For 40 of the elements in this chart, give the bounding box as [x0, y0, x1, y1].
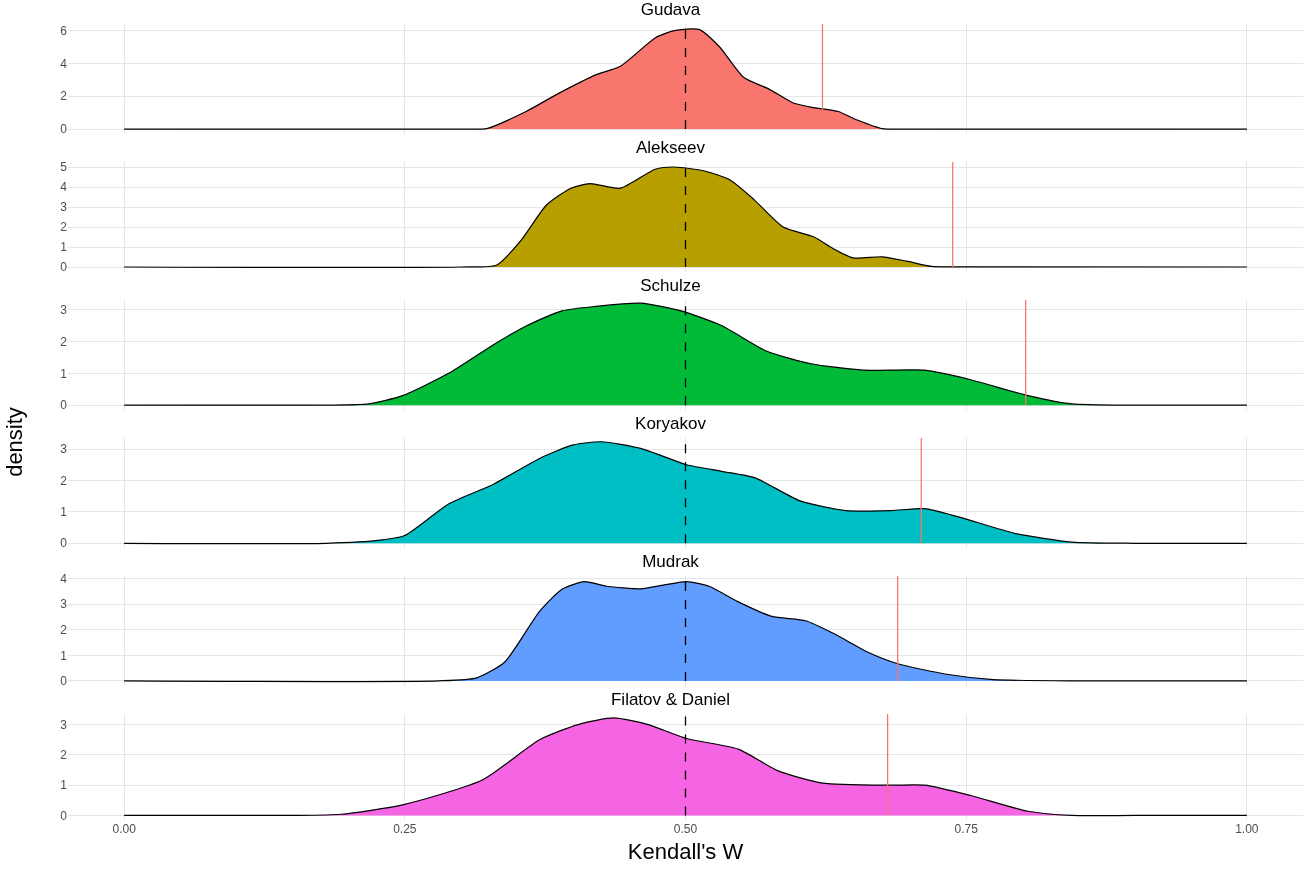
y-tick-label: 3: [60, 302, 68, 317]
y-tick-label: 1: [60, 648, 68, 663]
x-axis-title: Kendall's W: [627, 838, 744, 864]
chart-title: Filatov & Daniel: [610, 689, 731, 709]
y-tick-label: 3: [60, 442, 68, 457]
y-tick-label: 2: [60, 622, 68, 637]
x-tick-label: 1.00: [1235, 822, 1259, 836]
y-tick-label: 1: [60, 240, 68, 255]
y-tick-label: 0: [60, 536, 68, 551]
x-tick-label: 0.25: [393, 822, 417, 836]
x-tick-label: 0.75: [954, 822, 979, 836]
y-tick-label: 3: [60, 717, 68, 732]
y-tick-label: 4: [60, 56, 68, 71]
y-tick-label: 3: [60, 597, 68, 612]
y-tick-label: 1: [60, 778, 68, 793]
y-tick-label: 0: [60, 398, 68, 413]
chart-title: Gudava: [640, 0, 701, 19]
y-tick-label: 0: [60, 674, 68, 689]
y-tick-label: 2: [60, 220, 68, 235]
y-tick-label: 1: [60, 366, 68, 381]
x-tick-label: 0.50: [673, 822, 698, 836]
y-tick-label: 1: [60, 505, 68, 520]
y-tick-label: 6: [60, 23, 68, 38]
y-tick-label: 3: [60, 200, 68, 215]
chart-title: Mudrak: [642, 551, 700, 571]
y-tick-label: 2: [60, 748, 68, 763]
y-tick-label: 2: [60, 473, 68, 488]
y-axis-title: density: [2, 407, 28, 477]
y-tick-label: 0: [60, 808, 68, 823]
y-tick-label: 0: [60, 260, 68, 275]
y-tick-label: 2: [60, 89, 68, 104]
y-tick-label: 0: [60, 122, 68, 137]
x-tick-label: 0.00: [112, 822, 137, 836]
y-tick-label: 4: [60, 571, 68, 586]
y-tick-label: 2: [60, 334, 68, 349]
chart-title: Koryakov: [635, 413, 707, 433]
y-tick-label: 5: [60, 160, 68, 175]
y-tick-label: 4: [60, 180, 68, 195]
chart-title: Alekseev: [636, 137, 706, 157]
chart-title: Schulze: [640, 275, 701, 295]
